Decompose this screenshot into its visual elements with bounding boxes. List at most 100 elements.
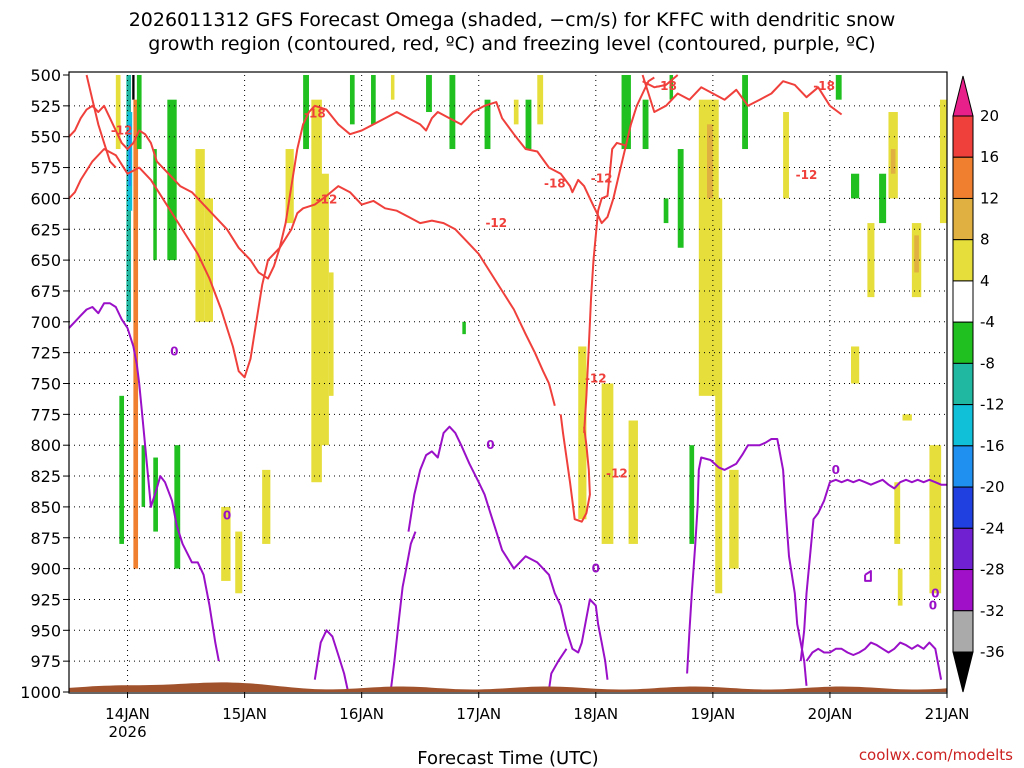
y-tick-label-11: 775 (30, 405, 61, 424)
y-tick-label-6: 650 (30, 251, 61, 270)
omega-patch-26 (426, 75, 432, 113)
colorbar-bin-3 (952, 197, 974, 241)
plot-background (69, 72, 947, 693)
freezing-contour-label-2: 0 (486, 438, 494, 452)
y-tick-label-3: 575 (30, 159, 61, 178)
omega-patch-6 (133, 99, 139, 569)
omega-patch-4 (128, 124, 132, 187)
freezing-contour-label-3: 0 (592, 562, 600, 576)
colorbar-label-1: 16 (980, 148, 999, 166)
dgz-contour-label-6: -12 (585, 372, 607, 386)
omega-patch-54 (890, 149, 896, 174)
dgz-contour-3 (559, 414, 591, 523)
x-tick-label-1: 15JAN (222, 705, 267, 723)
omega-shading (115, 75, 947, 606)
omega-patch-24 (371, 75, 376, 125)
omega-patch-0 (115, 75, 121, 150)
omega-patch-36 (628, 420, 638, 544)
chart-title-line-2: growth region (contoured, red, ºC) and f… (148, 33, 875, 55)
colorbar: 20 16 12 8 4 -4 -8 -12 -16 -20 -24 -28 -32 -36 (952, 75, 1005, 693)
colorbar-bin-10 (952, 486, 974, 529)
dendritic-growth-contours: -12 -18 -12 -12 -18 -12 -12 -12 -18 -12 -18 (68, 74, 843, 523)
dgz-contour-0 (68, 76, 655, 280)
omega-patch-30 (513, 99, 519, 125)
y-tick-label-17: 925 (30, 590, 61, 609)
dgz-contour-label-4: -18 (544, 177, 566, 191)
terrain-ground (69, 682, 947, 692)
omega-patch-43 (707, 124, 713, 199)
dgz-contour-label-8: -18 (655, 79, 677, 93)
x-tick-label-3: 17JAN (456, 705, 501, 723)
dgz-contour-label-1: -18 (304, 106, 326, 120)
colorbar-bin-7 (952, 362, 974, 406)
freezing-contour-6 (799, 478, 947, 662)
y-tick-label-18: 950 (30, 621, 61, 640)
freezing-contour-2 (389, 531, 417, 690)
colorbar-bin-2 (952, 156, 974, 199)
omega-patch-15 (221, 506, 231, 581)
omega-patch-14 (204, 198, 213, 322)
freezing-contour-7 (864, 570, 872, 582)
colorbar-bin-5 (952, 280, 974, 323)
dgz-contour-label-3: -12 (485, 216, 507, 230)
omega-patch-56 (897, 568, 903, 606)
colorbar-bin-4 (952, 239, 974, 282)
freezing-contour-label-5: 0 (931, 586, 939, 600)
x-tick-label-5: 19JAN (690, 705, 735, 723)
y-tick-label-5: 625 (30, 220, 61, 239)
omega-patch-8 (141, 445, 146, 507)
dgz-contour-5 (641, 74, 843, 116)
chart-title-line-1: 2026011312 GFS Forecast Omega (shaded, −… (129, 9, 896, 31)
colorbar-bin-9 (952, 445, 974, 488)
colorbar-bin-13 (952, 610, 974, 653)
x-tick-label-7: 21JAN (925, 705, 970, 723)
colorbar-label-12: -32 (980, 602, 1005, 620)
dgz-contour-4 (583, 141, 626, 433)
omega-patch-21 (320, 173, 329, 446)
omega-patch-7 (136, 75, 142, 150)
terrain-fill (69, 682, 947, 692)
colorbar-label-11: -28 (980, 561, 1005, 579)
omega-patch-16 (235, 531, 243, 594)
omega-patch-29 (484, 99, 491, 150)
omega-patch-59 (914, 235, 919, 273)
colorbar-label-9: -20 (980, 478, 1005, 496)
freezing-contour-5 (686, 438, 808, 686)
omega-patch-38 (663, 198, 669, 224)
y-tick-label-13: 825 (30, 467, 61, 486)
omega-patch-52 (879, 173, 887, 224)
omega-patch-45 (729, 469, 739, 569)
omega-patch-9 (153, 149, 157, 261)
omega-patch-55 (894, 482, 901, 544)
omega-patch-1 (119, 395, 125, 544)
omega-patch-57 (902, 414, 912, 421)
omega-patch-44 (715, 198, 723, 594)
omega-patch-19 (303, 75, 309, 150)
colorbar-label-6: -8 (980, 354, 995, 372)
plot-area: -12-18-12-12-18 -12-12-12-18-12-18 000000… (68, 71, 948, 694)
omega-patch-13 (195, 149, 205, 322)
freezing-contour-label-4: 0 (832, 463, 840, 477)
dgz-contour-6 (642, 74, 679, 89)
freezing-contour-4 (548, 648, 568, 690)
freezing-contour-0 (68, 302, 220, 662)
omega-patch-23 (349, 75, 355, 125)
colorbar-label-2: 12 (980, 189, 999, 207)
colorbar-top-arrow (952, 75, 974, 117)
dgz-contour-label-0: -12 (111, 124, 133, 138)
dgz-contour-label-5: -12 (591, 172, 613, 186)
freezing-contour-3 (407, 425, 609, 680)
omega-patch-39 (669, 75, 674, 100)
y-tick-label-12: 800 (30, 436, 61, 455)
omega-patch-28 (462, 321, 466, 335)
omega-patch-49 (851, 173, 860, 199)
colorbar-bin-1 (952, 115, 974, 158)
colorbar-bin-8 (952, 404, 974, 447)
y-tick-label-10: 750 (30, 375, 61, 394)
colorbar-label-4: 4 (980, 272, 990, 290)
x-axis-label: Forecast Time (UTC) (417, 748, 598, 768)
x-tick-label-6: 20JAN (808, 705, 853, 723)
freezing-contour-8 (805, 641, 943, 680)
